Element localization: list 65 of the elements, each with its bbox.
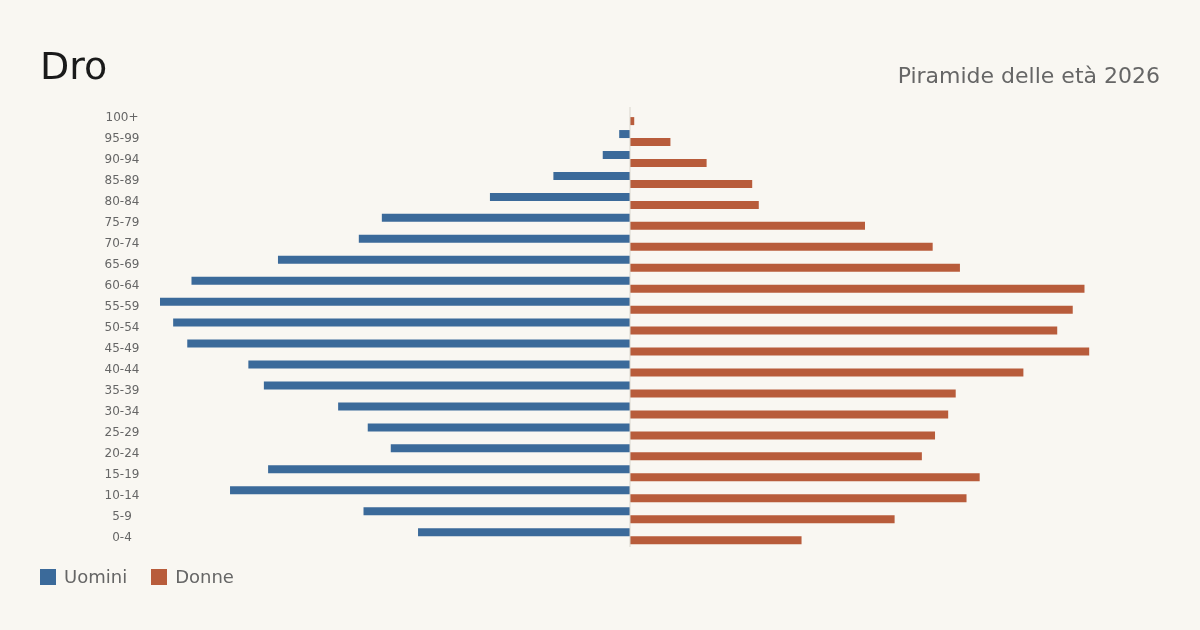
bar xyxy=(630,431,936,440)
y-tick-label: 80-84 xyxy=(104,194,140,209)
legend-label: Uomini xyxy=(64,566,128,587)
y-tick-label: 5-9 xyxy=(112,508,132,523)
y-tick-label: 55-59 xyxy=(104,299,140,314)
y-tick-label: 20-24 xyxy=(104,445,140,460)
bar xyxy=(390,444,630,453)
legend-label: Donne xyxy=(175,566,234,587)
bar xyxy=(630,452,922,461)
bar xyxy=(277,255,630,264)
y-tick-label: 40-44 xyxy=(104,361,140,376)
bar xyxy=(191,276,630,285)
bar xyxy=(338,402,630,411)
bar xyxy=(619,130,630,139)
bar xyxy=(630,389,956,398)
y-tick-label: 75-79 xyxy=(104,215,140,230)
bar xyxy=(263,381,630,390)
y-tick-label: 70-74 xyxy=(104,236,140,251)
bar xyxy=(553,171,630,180)
y-tick-label: 25-29 xyxy=(104,424,140,439)
bar xyxy=(630,179,753,188)
y-tick-label: 90-94 xyxy=(104,152,140,167)
y-tick-label: 85-89 xyxy=(104,173,140,188)
bar xyxy=(630,515,895,524)
bar xyxy=(381,213,630,222)
bar xyxy=(630,200,759,209)
bar xyxy=(367,423,630,432)
bar xyxy=(630,536,802,545)
bar xyxy=(630,305,1073,314)
bar xyxy=(630,347,1090,356)
y-tick-label: 95-99 xyxy=(104,131,140,146)
bar xyxy=(230,486,630,495)
bar xyxy=(358,234,630,243)
bar xyxy=(173,318,630,327)
chart-title: Dro xyxy=(40,44,108,88)
bar xyxy=(630,368,1024,377)
y-tick-label: 15-19 xyxy=(104,466,140,481)
bar xyxy=(630,473,980,482)
bar xyxy=(630,410,949,419)
bar xyxy=(489,192,630,201)
bar xyxy=(630,263,960,272)
y-tick-label: 10-14 xyxy=(104,487,140,502)
bar xyxy=(418,528,630,537)
bar xyxy=(630,221,865,230)
y-tick-label: 30-34 xyxy=(104,403,140,418)
bar xyxy=(187,339,630,348)
bar xyxy=(160,297,630,306)
chart-subtitle: Piramide delle età 2026 xyxy=(897,63,1160,88)
bar xyxy=(630,494,967,503)
y-tick-label: 35-39 xyxy=(104,382,140,397)
y-tick-label: 50-54 xyxy=(104,320,140,334)
bar xyxy=(630,284,1085,293)
bar xyxy=(630,242,933,251)
bar xyxy=(602,151,630,159)
bar xyxy=(248,360,630,369)
y-tick-label: 45-49 xyxy=(104,340,140,355)
bar xyxy=(268,465,630,474)
bar xyxy=(630,326,1058,335)
y-tick-label: 65-69 xyxy=(104,257,140,272)
bar xyxy=(630,159,707,167)
bar xyxy=(363,507,630,516)
y-tick-label: 100+ xyxy=(105,110,139,125)
y-tick-label: 60-64 xyxy=(104,278,140,293)
y-tick-label: 0-4 xyxy=(112,529,132,544)
bar xyxy=(630,138,671,147)
